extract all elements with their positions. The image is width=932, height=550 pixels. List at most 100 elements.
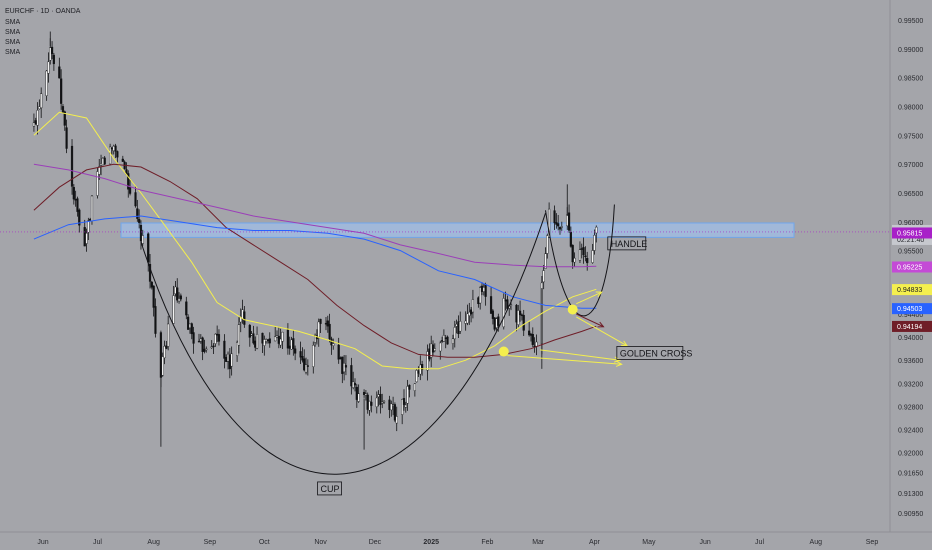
candle xyxy=(90,194,94,225)
candle xyxy=(306,359,309,376)
candle xyxy=(223,334,226,369)
candle xyxy=(326,315,329,333)
price-axis[interactable]: 0.99500 0.99000 0.98500 0.98000 0.97500 0.970… xyxy=(898,18,923,518)
candle xyxy=(567,204,571,233)
candle xyxy=(522,309,525,337)
candle xyxy=(402,389,406,411)
sma-line-3[interactable] xyxy=(33,163,597,268)
indicator-label[interactable]: SMA xyxy=(5,39,21,46)
candle xyxy=(502,293,505,330)
candle xyxy=(148,254,152,289)
candle xyxy=(50,41,54,60)
symbol-title[interactable]: EURCHF · 1D · OANDA xyxy=(5,8,81,15)
svg-text:HANDLE: HANDLE xyxy=(611,239,648,249)
candle xyxy=(167,315,170,351)
candle xyxy=(243,306,246,328)
svg-text:0.94194: 0.94194 xyxy=(897,324,922,331)
candle xyxy=(542,265,545,290)
sma-line-4[interactable] xyxy=(33,215,597,309)
candle xyxy=(172,285,175,324)
candle xyxy=(415,368,418,383)
candle xyxy=(591,243,594,264)
svg-text:CUP: CUP xyxy=(321,484,340,494)
candle xyxy=(560,221,563,231)
candle xyxy=(544,247,547,269)
candle xyxy=(528,321,531,337)
candle xyxy=(299,341,302,365)
time-tick-label: Oct xyxy=(259,539,270,546)
candle xyxy=(584,246,587,262)
candle xyxy=(109,143,112,166)
golden-cross-arrow[interactable] xyxy=(507,355,622,365)
chart-legend: EURCHF · 1D · OANDA SMA SMA SMA SMA xyxy=(5,8,81,56)
price-tick-label: 0.93200 xyxy=(898,381,923,388)
handle-label[interactable]: HANDLE xyxy=(607,236,648,251)
candle xyxy=(274,326,277,342)
candle xyxy=(517,304,520,328)
cup-label[interactable]: CUP xyxy=(317,481,342,496)
candle xyxy=(406,379,409,411)
time-tick-label: 2025 xyxy=(423,539,439,546)
time-axis[interactable]: Jun Jul Aug Sep Oct Nov Dec 2025 Feb Mar Apr May Jun… xyxy=(37,539,878,546)
golden-cross-marker[interactable] xyxy=(567,304,578,315)
candles xyxy=(32,31,598,450)
candle xyxy=(103,155,106,165)
candle xyxy=(364,390,367,401)
candle xyxy=(319,318,322,333)
candle xyxy=(121,155,124,162)
indicator-label[interactable]: SMA xyxy=(5,49,21,56)
resistance-zone[interactable] xyxy=(120,222,795,238)
handle-arc[interactable] xyxy=(544,204,615,317)
candle xyxy=(60,69,63,110)
candle xyxy=(141,229,144,246)
golden-cross-arrow[interactable] xyxy=(576,291,602,305)
price-tick-label: 0.96500 xyxy=(898,191,923,198)
indicator-label[interactable]: SMA xyxy=(5,29,21,36)
candle xyxy=(357,384,360,403)
price-tick-label: 0.99500 xyxy=(898,18,923,25)
golden-cross-label[interactable]: GOLDEN CROSS xyxy=(616,346,693,360)
price-tick-label: 0.91650 xyxy=(898,471,923,478)
candle xyxy=(47,52,50,83)
candle xyxy=(421,360,424,376)
candle xyxy=(344,355,348,376)
golden-cross-marker[interactable] xyxy=(498,346,509,357)
candle xyxy=(466,304,469,326)
candle xyxy=(390,400,393,417)
candle xyxy=(408,384,411,398)
golden-cross-arrow[interactable] xyxy=(539,349,620,361)
candle xyxy=(187,314,190,330)
candle xyxy=(294,345,297,361)
indicator-label[interactable]: SMA xyxy=(5,19,21,26)
candle xyxy=(379,386,382,414)
candle xyxy=(212,343,215,354)
candle xyxy=(292,330,295,356)
time-tick-label: Aug xyxy=(147,539,160,546)
candle xyxy=(154,298,157,338)
time-tick-label: Jun xyxy=(699,539,710,546)
candle xyxy=(471,289,475,319)
candle xyxy=(201,336,204,361)
time-tick-label: Dec xyxy=(369,539,382,546)
price-tick-label: 0.92800 xyxy=(898,404,923,411)
candle xyxy=(557,214,560,231)
candle xyxy=(586,251,589,271)
sma-lines xyxy=(0,111,890,370)
candle xyxy=(489,287,493,314)
golden-cross-arrow[interactable] xyxy=(576,316,628,347)
cup-arc[interactable] xyxy=(140,213,546,475)
sma-line-2[interactable] xyxy=(33,163,597,358)
candle xyxy=(404,401,407,413)
candle xyxy=(85,228,88,252)
candle xyxy=(453,320,456,348)
sma-value-label: 0.94194 xyxy=(892,320,932,332)
golden-cross-arrow[interactable] xyxy=(576,313,604,328)
price-tick-label: 0.96000 xyxy=(898,220,923,227)
time-tick-label: Apr xyxy=(589,539,601,546)
candle xyxy=(78,208,81,233)
price-tick-label: 0.99000 xyxy=(898,47,923,54)
sma-line-1[interactable] xyxy=(33,111,597,370)
candle xyxy=(235,340,239,362)
candle xyxy=(217,329,221,346)
